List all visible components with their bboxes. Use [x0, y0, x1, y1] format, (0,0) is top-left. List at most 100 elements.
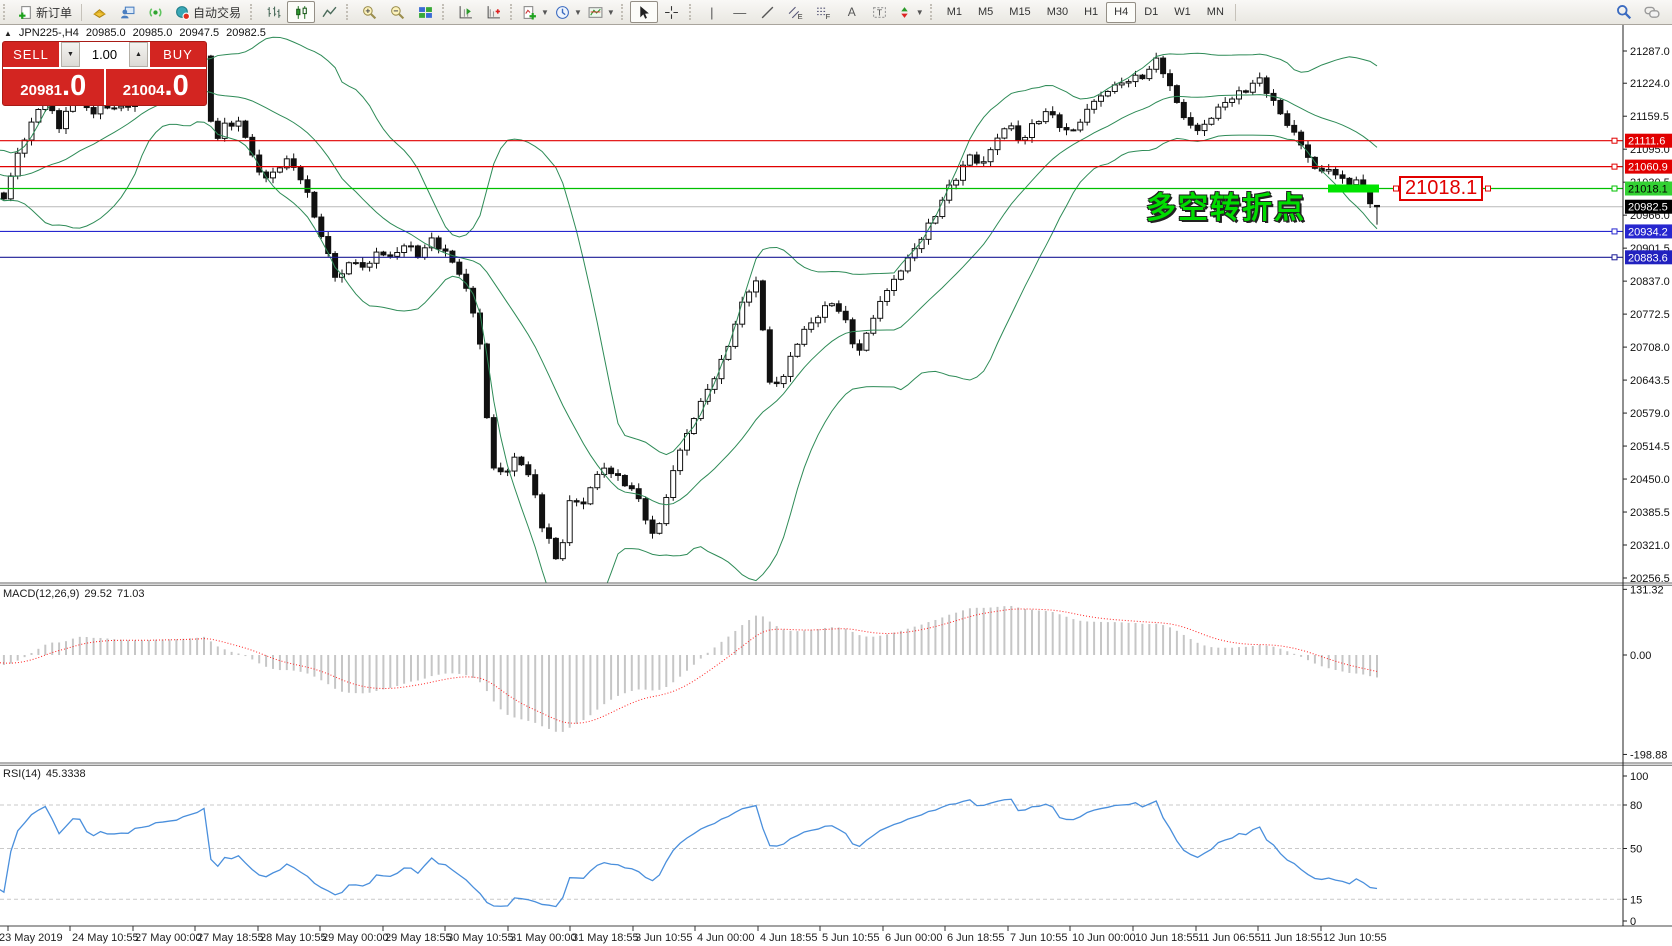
macd-signal-value: 71.03	[116, 588, 145, 600]
tile-windows-button[interactable]	[411, 1, 439, 23]
bar-chart-button[interactable]	[259, 1, 287, 23]
hline-marker[interactable]	[1611, 185, 1618, 192]
candlestick-chart-button[interactable]	[287, 1, 316, 23]
tf-d1[interactable]: D1	[1144, 5, 1159, 18]
candle-body	[815, 316, 822, 324]
candle-body	[1063, 127, 1070, 131]
hline-marker[interactable]	[1611, 137, 1618, 144]
candle-body	[1256, 77, 1263, 84]
object-marker[interactable]	[1393, 185, 1399, 192]
cursor-button[interactable]	[629, 1, 658, 23]
candle-body	[656, 523, 663, 534]
time-tick-label: 3 Jun 10:55	[635, 932, 693, 944]
candle-body	[497, 467, 504, 473]
chart-shift-button[interactable]	[479, 1, 507, 23]
arrows-button[interactable]: ▼	[894, 1, 927, 23]
indicators-button[interactable]: ▼	[519, 1, 552, 23]
zoom-in-button[interactable]	[355, 1, 383, 23]
tf-h4[interactable]: H4	[1106, 1, 1137, 23]
vertical-line-button[interactable]: |	[698, 1, 726, 23]
hline-marker[interactable]	[1611, 254, 1618, 261]
zoom-out-button[interactable]	[383, 1, 411, 23]
price-tick-label: 20579.0	[1630, 408, 1670, 420]
tf-m1[interactable]: M1	[946, 5, 962, 18]
price-tick-label: 20450.0	[1630, 474, 1670, 486]
buy-price[interactable]: 21004 .0	[104, 69, 207, 105]
volume-down-button[interactable]: ▼	[61, 42, 80, 67]
candle-body	[1339, 174, 1346, 179]
candle-body	[1284, 113, 1291, 126]
time-tick-label: 24 May 10:55	[72, 932, 139, 944]
macd-pane	[0, 605, 1378, 732]
auto-scroll-button[interactable]	[451, 1, 479, 23]
candle-body	[352, 262, 359, 265]
sell-button[interactable]: SELL	[3, 42, 59, 67]
guide-button[interactable]	[85, 1, 113, 23]
candle-body	[276, 167, 283, 173]
hline-marker[interactable]	[1611, 228, 1618, 235]
rsi-line	[0, 798, 1378, 908]
text-label-button[interactable]: T	[866, 1, 894, 23]
candle-body	[456, 261, 463, 275]
crosshair-button[interactable]	[658, 1, 686, 23]
autotrade-button[interactable]: 自动交易	[169, 1, 247, 23]
candle-body	[1022, 136, 1029, 141]
tf-m30[interactable]: M30	[1046, 5, 1069, 18]
candle-body	[566, 500, 573, 544]
templates-button[interactable]: ▼	[585, 1, 618, 23]
time-tick-label: 10 Jun 00:00	[1072, 932, 1136, 944]
tf-m15[interactable]: M15	[1009, 5, 1031, 18]
buy-button[interactable]: BUY	[150, 42, 206, 67]
time-tick-label: 11 Jun 18:55	[1260, 932, 1323, 944]
candle-body	[304, 179, 311, 193]
time-tick-label: 31 May 00:00	[510, 932, 577, 944]
fibonacci-icon: F	[817, 7, 831, 20]
sell-price[interactable]: 20981 .0	[3, 69, 105, 105]
candle-body	[1215, 106, 1222, 119]
equidistant-channel-button[interactable]: E	[782, 1, 810, 23]
price-flag-21018[interactable]: 21018.1	[1399, 176, 1484, 201]
fibonacci-button[interactable]: F	[810, 1, 838, 23]
candle-body	[953, 179, 960, 186]
candle-body	[1305, 144, 1311, 158]
horizontal-line-icon: —	[733, 4, 747, 20]
horizontal-line-button[interactable]: —	[726, 1, 754, 23]
candle-body	[345, 262, 352, 275]
candle-body	[366, 262, 373, 268]
object-marker[interactable]	[1485, 185, 1491, 192]
candle-body	[35, 109, 42, 123]
trendline-button[interactable]	[754, 1, 782, 23]
candle-body	[332, 253, 339, 278]
indicators-icon	[523, 5, 536, 19]
time-tick-label: 31 May 18:55	[572, 932, 639, 944]
tf-mn[interactable]: MN	[1206, 5, 1224, 18]
candle-body	[649, 519, 656, 534]
tf-w1[interactable]: W1	[1174, 5, 1191, 18]
hline-marker[interactable]	[1611, 163, 1618, 170]
volume-up-button[interactable]: ▲	[129, 42, 148, 67]
search-button[interactable]	[1610, 1, 1638, 23]
bollinger-lower	[0, 121, 1378, 583]
candle-body	[270, 171, 276, 179]
candle-body	[960, 164, 966, 181]
price-badge-label: 21111.6	[1628, 136, 1665, 148]
text-label-icon: T	[873, 6, 887, 18]
text-button[interactable]: A	[838, 1, 866, 23]
tf-h1[interactable]: H1	[1084, 5, 1099, 18]
community-button[interactable]	[113, 1, 141, 23]
new-order-button[interactable]: 新订单	[12, 1, 78, 23]
templates-dropdown-arrow: ▼	[606, 7, 615, 17]
autotrade-icon	[176, 5, 191, 20]
chat-button[interactable]	[1638, 1, 1666, 23]
candle-body	[891, 278, 897, 292]
periods-button[interactable]: ▼	[552, 1, 585, 23]
volume-field[interactable]: 1.00	[80, 42, 129, 67]
signal-button[interactable]	[141, 1, 169, 23]
line-chart-button[interactable]	[315, 1, 343, 23]
candle-body	[980, 161, 987, 164]
price-badge	[1625, 133, 1672, 148]
tf-m5[interactable]: M5	[978, 5, 994, 18]
candle-body	[1035, 121, 1042, 125]
